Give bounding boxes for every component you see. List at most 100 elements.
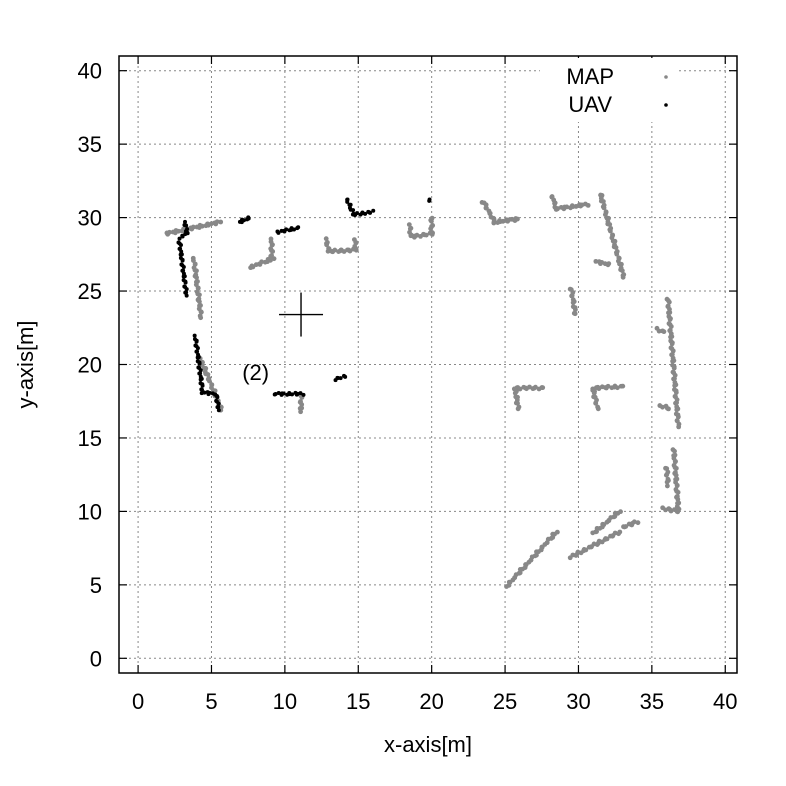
data-point (241, 218, 246, 223)
data-point (666, 299, 672, 305)
data-point (663, 472, 669, 478)
data-point (183, 229, 188, 234)
data-point (593, 258, 599, 264)
data-point (184, 287, 189, 292)
data-point (427, 198, 432, 203)
x-tick-labels: 0 5 10 15 20 25 30 35 40 (132, 689, 738, 714)
data-point (669, 341, 675, 347)
data-point (570, 300, 576, 306)
data-point (269, 253, 274, 258)
data-point (430, 223, 436, 228)
data-point (595, 406, 601, 412)
data-point (205, 372, 211, 377)
data-point (605, 383, 611, 389)
series-map (164, 192, 682, 589)
data-point (180, 234, 185, 239)
data-point (273, 392, 278, 397)
data-point (601, 205, 607, 211)
x-tick-label: 15 (346, 689, 370, 714)
y-tick-label: 15 (78, 426, 102, 451)
data-point (180, 258, 185, 263)
data-point (512, 390, 518, 396)
x-tick-label: 10 (273, 689, 297, 714)
data-point (429, 230, 435, 235)
data-point (540, 385, 546, 391)
data-point (675, 509, 681, 515)
y-tick-label: 25 (78, 279, 102, 304)
legend-label-uav: UAV (568, 92, 612, 117)
data-point (674, 407, 680, 413)
data-point (607, 222, 613, 227)
data-point (591, 390, 597, 396)
x-tick-label: 5 (205, 689, 217, 714)
legend-background (540, 58, 676, 122)
data-point (406, 222, 412, 228)
x-tick-label: 35 (640, 689, 664, 714)
data-point (534, 552, 539, 558)
data-point (604, 536, 610, 542)
legend-swatch-uav (664, 103, 668, 107)
data-point (656, 328, 662, 334)
data-point (197, 299, 202, 305)
data-point (631, 519, 637, 525)
data-point (666, 310, 671, 316)
y-tick-label: 10 (78, 499, 102, 524)
data-point (177, 236, 182, 241)
y-axis-title: y-axis[m] (13, 321, 38, 409)
data-point (673, 400, 678, 406)
annotation-label: (2) (242, 360, 269, 385)
data-point (292, 227, 297, 232)
y-tick-label: 5 (90, 573, 102, 598)
data-point (552, 200, 557, 206)
data-point (623, 524, 629, 529)
data-point (206, 378, 212, 384)
data-point (190, 224, 196, 230)
data-point (554, 529, 560, 535)
legend-label-map: MAP (566, 64, 614, 89)
data-point (674, 483, 680, 489)
data-point (664, 483, 670, 489)
data-point (517, 386, 523, 392)
data-point (607, 228, 613, 234)
markers (279, 292, 324, 337)
data-point (215, 395, 220, 400)
series-uav (176, 197, 432, 413)
data-point (585, 202, 591, 208)
data-point (423, 232, 429, 238)
y-tick-label: 20 (78, 353, 102, 378)
data-point (352, 243, 358, 249)
data-point (675, 489, 681, 495)
data-point (343, 374, 348, 379)
data-point (593, 400, 599, 406)
y-tick-label: 0 (90, 646, 102, 671)
data-point (371, 208, 376, 213)
data-point (673, 465, 679, 471)
data-point (299, 402, 305, 407)
data-point (176, 228, 181, 234)
data-point (216, 408, 221, 413)
data-point (200, 383, 205, 388)
y-tick-label: 40 (78, 59, 102, 84)
data-point (615, 385, 620, 391)
x-tick-label: 0 (132, 689, 144, 714)
data-point (198, 309, 204, 315)
data-point (672, 448, 677, 454)
data-point (515, 216, 520, 222)
y-tick-labels: 0 5 10 15 20 25 30 35 40 (78, 59, 102, 672)
data-point (635, 520, 641, 526)
data-point (619, 261, 624, 267)
legend: MAP UAV (540, 58, 676, 122)
x-axis-title: x-axis[m] (384, 732, 472, 757)
data-point (246, 216, 251, 221)
data-point (194, 275, 199, 281)
data-point (368, 210, 373, 215)
data-point (197, 361, 202, 366)
data-point (199, 223, 205, 229)
data-point (673, 390, 679, 395)
data-point (198, 377, 203, 382)
x-tick-label: 25 (493, 689, 517, 714)
data-point (198, 315, 204, 321)
data-point (178, 242, 183, 247)
data-point (268, 246, 274, 252)
